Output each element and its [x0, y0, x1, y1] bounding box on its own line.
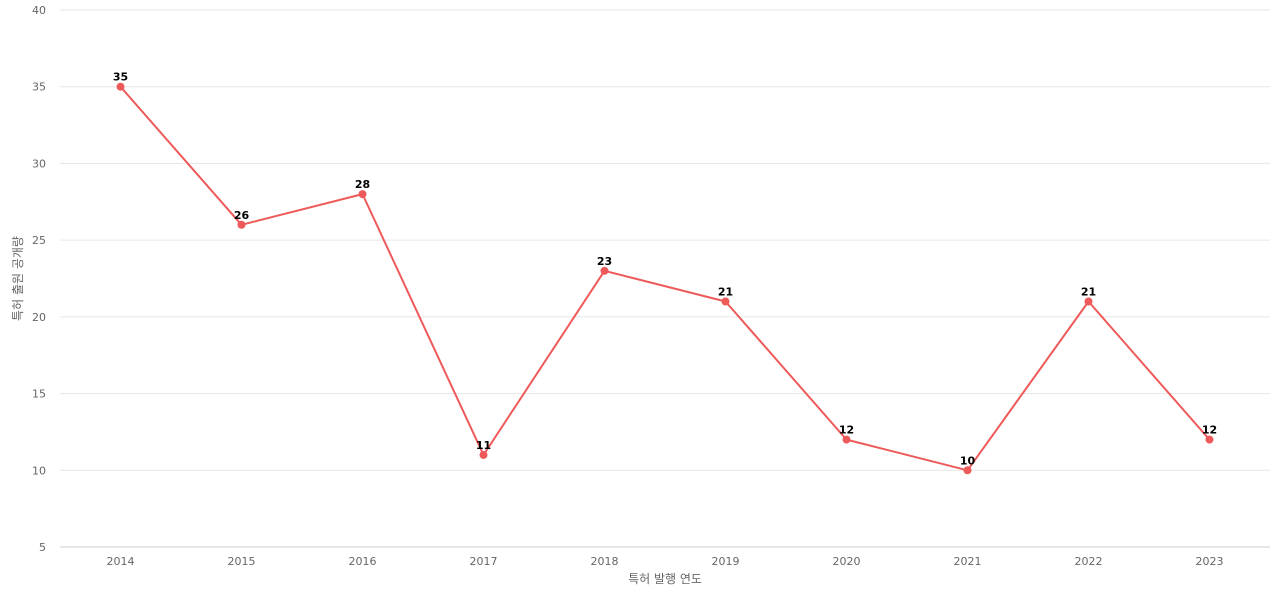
data-label: 10: [960, 454, 976, 467]
y-tick-label: 20: [32, 311, 46, 324]
data-point[interactable]: [358, 190, 367, 199]
data-label: 26: [234, 209, 250, 222]
data-point[interactable]: [721, 297, 730, 306]
series-line: [119, 86, 1211, 472]
data-label: 21: [1081, 286, 1096, 299]
y-tick-label: 5: [39, 541, 46, 554]
data-point[interactable]: [600, 266, 609, 275]
y-tick-label: 35: [32, 81, 46, 94]
data-point[interactable]: [842, 435, 851, 444]
y-tick-label: 40: [32, 4, 46, 17]
data-label: 28: [355, 178, 370, 191]
x-tick-label: 2021: [954, 555, 982, 568]
data-label: 12: [839, 424, 854, 437]
data-point[interactable]: [1084, 297, 1093, 306]
x-tick-label: 2022: [1075, 555, 1103, 568]
data-label: 35: [113, 71, 128, 84]
data-label: 21: [718, 286, 733, 299]
x-tick-label: 2017: [470, 555, 498, 568]
data-label: 11: [476, 439, 491, 452]
y-tick-label: 10: [32, 464, 46, 477]
data-point[interactable]: [237, 220, 246, 229]
data-label: 12: [1202, 424, 1217, 437]
x-tick-label: 2018: [591, 555, 619, 568]
x-tick-label: 2016: [349, 555, 377, 568]
x-axis-title: 특허 발행 연도: [628, 571, 702, 586]
data-label-layer: 35 26 28 11 23 21 12 10 21 12: [113, 71, 1217, 468]
x-tick-label: 2015: [228, 555, 256, 568]
y-tick-label: 25: [32, 234, 46, 247]
x-tick-label: 2014: [107, 555, 135, 568]
data-point[interactable]: [479, 450, 488, 459]
data-point[interactable]: [116, 82, 125, 91]
grid-layer: [60, 9, 1270, 548]
x-tick-label: 2020: [833, 555, 861, 568]
x-axis-ticks: 2014 2015 2016 2017 2018 2019 2020 2021 2022 2023: [107, 555, 1224, 568]
data-label: 23: [597, 255, 612, 268]
y-tick-label: 15: [32, 388, 46, 401]
series-layer: [116, 82, 1214, 475]
y-axis-ticks: 5 10 15 20 25 30 35 40: [32, 4, 46, 554]
x-tick-label: 2019: [712, 555, 740, 568]
data-point[interactable]: [963, 466, 972, 475]
y-tick-label: 30: [32, 157, 46, 170]
data-point[interactable]: [1205, 435, 1214, 444]
x-tick-label: 2023: [1196, 555, 1224, 568]
y-axis-title: 특허 출원 공개량: [11, 236, 25, 321]
